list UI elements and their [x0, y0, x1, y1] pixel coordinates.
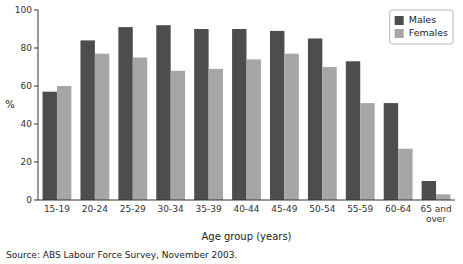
y-tick [34, 200, 38, 201]
y-tick-label: 0 [26, 195, 32, 205]
x-tick-label: 60-64 [385, 204, 411, 214]
x-tick-label-line: over [426, 214, 446, 224]
bar [308, 39, 322, 201]
y-tick-label: 40 [21, 119, 33, 129]
legend-label: Females [409, 27, 448, 38]
x-tick-label-line: 35-39 [196, 204, 222, 214]
y-tick-label: 100 [15, 5, 32, 15]
bar [209, 69, 223, 200]
y-tick [34, 124, 38, 125]
bar [80, 40, 94, 200]
source-note: Source: ABS Labour Force Survey, Novembe… [6, 250, 237, 260]
chart: 0 20 40 60 80 100 15-19 20-24 25-29 30-34 35-39 40-… [0, 0, 463, 264]
y-tick [34, 86, 38, 87]
legend-label: Males [409, 14, 437, 25]
bar [360, 103, 374, 200]
x-tick-label-line: 45-49 [271, 204, 297, 214]
bar [436, 194, 450, 200]
x-tick-label-line: 30-34 [158, 204, 184, 214]
bar [422, 181, 436, 200]
x-tick-label: 35-39 [196, 204, 222, 214]
legend-swatch [395, 29, 404, 38]
bar [346, 61, 360, 200]
x-tick-label-line: 55-59 [347, 204, 373, 214]
bar [156, 25, 170, 200]
bar [57, 86, 71, 200]
bar [398, 149, 412, 200]
legend-frame [390, 10, 453, 44]
legend: Males Females [390, 10, 453, 44]
x-axis-line [38, 200, 455, 201]
y-axis-line [38, 10, 39, 200]
x-tick-label: 25-29 [120, 204, 146, 214]
x-tick-label: 15-19 [44, 204, 70, 214]
bar [270, 31, 284, 200]
x-tick-label: 65 andover [420, 204, 451, 224]
bar [43, 92, 57, 200]
x-tick-label-line: 65 and [420, 204, 451, 214]
bar [284, 54, 298, 200]
y-tick [34, 10, 38, 11]
bar [247, 59, 261, 200]
x-tick-label: 20-24 [82, 204, 108, 214]
legend-swatch [395, 16, 404, 25]
bars [43, 25, 451, 200]
x-tick-label: 45-49 [271, 204, 297, 214]
bar [232, 29, 246, 200]
y-tick-label: 20 [21, 157, 33, 167]
x-axis-label: Age group (years) [201, 231, 291, 242]
x-tick-label-line: 60-64 [385, 204, 411, 214]
x-tick-label-line: 20-24 [82, 204, 108, 214]
x-tick-label-line: 40-44 [233, 204, 259, 214]
x-tick-label: 40-44 [233, 204, 259, 214]
y-tick [34, 48, 38, 49]
y-tick [34, 162, 38, 163]
bar [322, 67, 336, 200]
y-tick-label: 60 [21, 81, 33, 91]
bar [95, 54, 109, 200]
x-tick-label-line: 50-54 [309, 204, 335, 214]
y-axis-label: % [5, 99, 15, 110]
x-tick-label: 30-34 [158, 204, 184, 214]
x-tick-label-line: 15-19 [44, 204, 70, 214]
y-tick-label: 80 [21, 43, 33, 53]
x-tick-label: 55-59 [347, 204, 373, 214]
bar [194, 29, 208, 200]
bar [171, 71, 185, 200]
bar [133, 58, 147, 201]
bar [384, 103, 398, 200]
x-tick-label-line: 25-29 [120, 204, 146, 214]
x-tick-label: 50-54 [309, 204, 335, 214]
bar [118, 27, 132, 200]
